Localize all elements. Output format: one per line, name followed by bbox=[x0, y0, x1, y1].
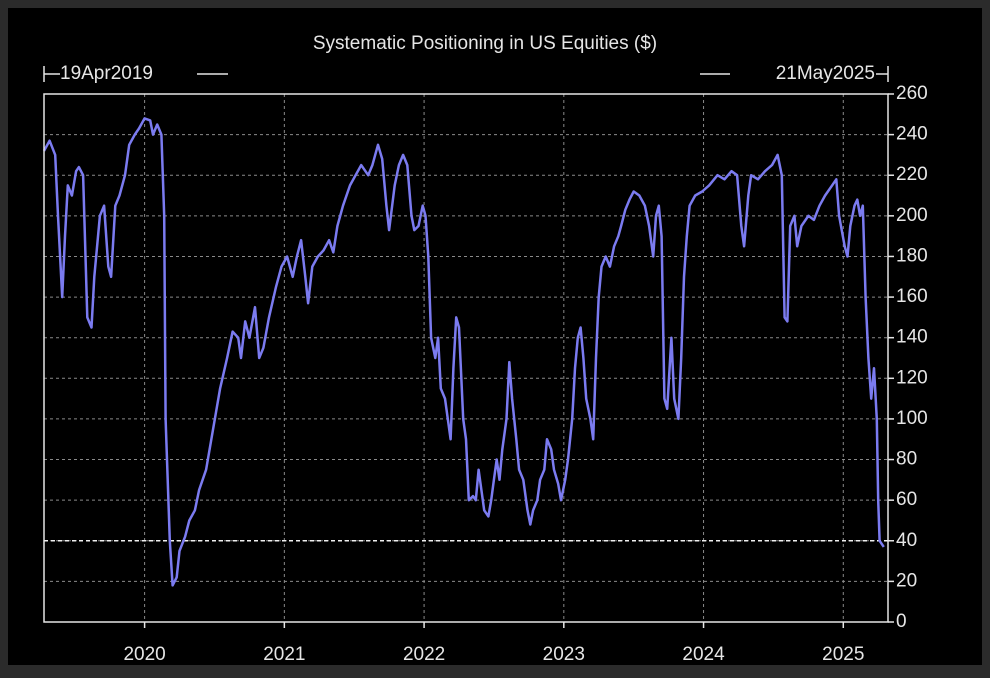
y-tick-label: 240 bbox=[896, 124, 928, 145]
start-date-label: 19Apr2019 bbox=[60, 63, 153, 84]
y-tick-label: 100 bbox=[896, 408, 928, 429]
end-date-label: 21May2025 bbox=[776, 63, 875, 84]
y-tick-label: 20 bbox=[896, 570, 917, 591]
data-line bbox=[42, 117, 885, 587]
y-tick-label: 0 bbox=[896, 611, 907, 632]
y-tick-label: 260 bbox=[896, 83, 928, 104]
y-tick-label: 80 bbox=[896, 449, 917, 470]
x-tick-label: 2024 bbox=[682, 644, 725, 665]
x-tick-label: 2025 bbox=[822, 644, 864, 665]
y-tick-label: 180 bbox=[896, 245, 928, 266]
x-tick-label: 2022 bbox=[403, 644, 445, 665]
x-tick-label: 2023 bbox=[543, 644, 585, 665]
y-tick-label: 200 bbox=[896, 205, 928, 226]
x-tick-label: 2021 bbox=[263, 644, 305, 665]
y-tick-label: 140 bbox=[896, 327, 928, 348]
y-tick-label: 160 bbox=[896, 286, 928, 307]
y-tick-label: 220 bbox=[896, 164, 928, 185]
y-tick-label: 120 bbox=[896, 367, 928, 388]
y-tick-label: 60 bbox=[896, 489, 917, 510]
x-tick-label: 2020 bbox=[123, 644, 165, 665]
chart-background bbox=[8, 8, 982, 665]
range-brackets bbox=[43, 66, 889, 82]
y-tick-label: 40 bbox=[896, 530, 917, 551]
chart-title: Systematic Positioning in US Equities ($… bbox=[313, 33, 657, 54]
plot-frame bbox=[43, 93, 889, 623]
plot bbox=[42, 117, 885, 587]
